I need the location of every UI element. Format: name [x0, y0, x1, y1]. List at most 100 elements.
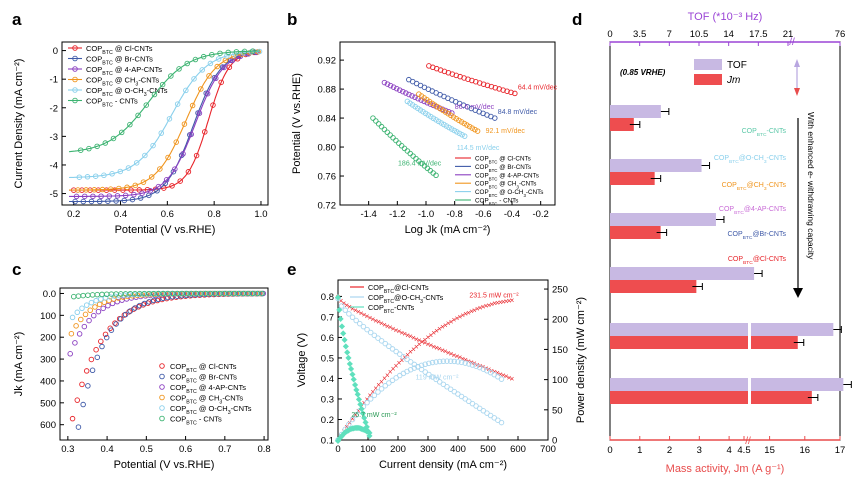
e-voltage-point — [335, 295, 341, 302]
e-power-point: × — [423, 335, 428, 344]
e-voltage-point: × — [391, 324, 396, 333]
c-data-point — [80, 292, 86, 299]
e-voltage-point: ◆ — [356, 395, 363, 404]
b-data-point — [393, 137, 399, 144]
e-power-point — [418, 362, 425, 369]
a-ylabel: Current Density (mA cm⁻²) — [13, 59, 25, 189]
e-voltage-point: × — [388, 323, 393, 332]
e-voltage-point: ◆ — [341, 335, 348, 344]
e-power-point: × — [507, 296, 512, 305]
e-power-point — [458, 359, 465, 366]
e-xlabel: Current density (mA cm⁻²) — [379, 459, 507, 471]
e-power-point — [440, 358, 447, 364]
c-legend-marker — [159, 384, 165, 390]
a-data-point — [83, 187, 89, 193]
c-data-point — [91, 312, 97, 319]
c-data-point — [88, 299, 95, 306]
a-data-point — [101, 172, 107, 179]
c-xtick-label: 0.8 — [257, 444, 270, 455]
e-power-point: ◆ — [340, 429, 347, 438]
e-power-point — [469, 362, 476, 368]
e-voltage-point — [378, 338, 385, 344]
a-data-point — [200, 53, 207, 60]
d-tof-bar — [610, 213, 716, 226]
b-data-point — [370, 115, 376, 121]
b-slope-label: 84.8 mV/dec — [498, 109, 538, 116]
b-data-point — [398, 143, 405, 149]
e-voltage-point — [382, 340, 388, 347]
c-data-point — [78, 316, 84, 323]
e-voltage-point: × — [463, 356, 468, 365]
e-voltage-point — [389, 346, 396, 352]
d-jm-bar — [610, 226, 661, 239]
b-data-point — [378, 123, 385, 130]
b-data-point — [433, 172, 439, 179]
e-power-point: ◆ — [365, 427, 372, 436]
b-data-point — [459, 132, 465, 138]
c-data-point — [86, 317, 92, 324]
e-power-point: × — [402, 353, 407, 362]
d-bottom-tick-label: 0 — [607, 445, 612, 456]
d-bottom-tick-label: 3 — [697, 445, 702, 456]
a-data-point — [91, 187, 98, 193]
a-data-point — [150, 142, 156, 149]
b-data-point — [400, 88, 406, 95]
c-data-point — [94, 291, 101, 298]
panel-letter-b: b — [287, 10, 297, 29]
e-power-point — [349, 416, 356, 423]
e-power-point: × — [391, 365, 396, 374]
e-xtick-label: 0 — [335, 444, 340, 455]
c-data-point — [82, 311, 89, 318]
e-power-point: × — [434, 327, 439, 336]
c-data-point — [106, 297, 112, 304]
a-data-point — [159, 81, 166, 88]
e-power-point — [364, 399, 370, 406]
a-series-line — [68, 50, 260, 179]
c-data-point — [79, 381, 85, 388]
e-voltage-point: × — [423, 339, 428, 348]
d-jm-bar — [610, 118, 634, 131]
a-data-point — [107, 186, 114, 192]
b-data-point — [458, 119, 465, 125]
e-power-point — [335, 437, 341, 443]
d-legend-tof-label: TOF — [727, 60, 747, 71]
b-data-point — [403, 90, 409, 96]
c-data-point — [103, 334, 110, 341]
e-power-point — [426, 360, 432, 367]
c-data-point — [127, 308, 133, 314]
e-power-point — [342, 426, 349, 433]
b-slope-label: 186.4 mV/dec — [398, 160, 442, 167]
e-ytick-right-label: 0 — [552, 436, 557, 447]
a-data-point — [113, 198, 119, 204]
e-power-point — [444, 358, 450, 364]
e-power-point — [498, 376, 505, 382]
e-voltage-point: ◆ — [343, 341, 350, 350]
e-power-point: ◆ — [362, 425, 369, 434]
b-ytick-label: 0.72 — [318, 201, 337, 212]
a-data-point — [129, 196, 136, 203]
d-bottom-tick-label: 2 — [667, 445, 672, 456]
c-data-point — [80, 401, 86, 408]
c-data-point — [118, 316, 124, 322]
e-power-point — [455, 359, 461, 365]
e-power-point — [357, 407, 363, 414]
e-voltage-point: × — [376, 318, 381, 327]
e-power-point: ◆ — [339, 431, 346, 440]
c-data-point — [114, 298, 121, 305]
e-power-point — [389, 377, 396, 384]
a-data-point — [240, 50, 246, 56]
a-data-point — [116, 185, 122, 192]
a-data-point — [135, 112, 141, 119]
e-xtick-label: 400 — [450, 444, 466, 455]
d-bottom-tick-label: 4 — [726, 445, 731, 456]
a-xtick-label: 1.0 — [254, 209, 267, 220]
e-power-point: × — [370, 388, 375, 397]
a-data-point — [102, 140, 109, 146]
b-slope-label: 64.4 mV/dec — [518, 84, 558, 91]
e-voltage-point: ◆ — [357, 399, 364, 408]
e-power-point: × — [347, 418, 352, 427]
e-power-point: × — [414, 342, 419, 351]
e-power-point: ◆ — [360, 424, 367, 433]
e-voltage-point: × — [368, 313, 373, 322]
